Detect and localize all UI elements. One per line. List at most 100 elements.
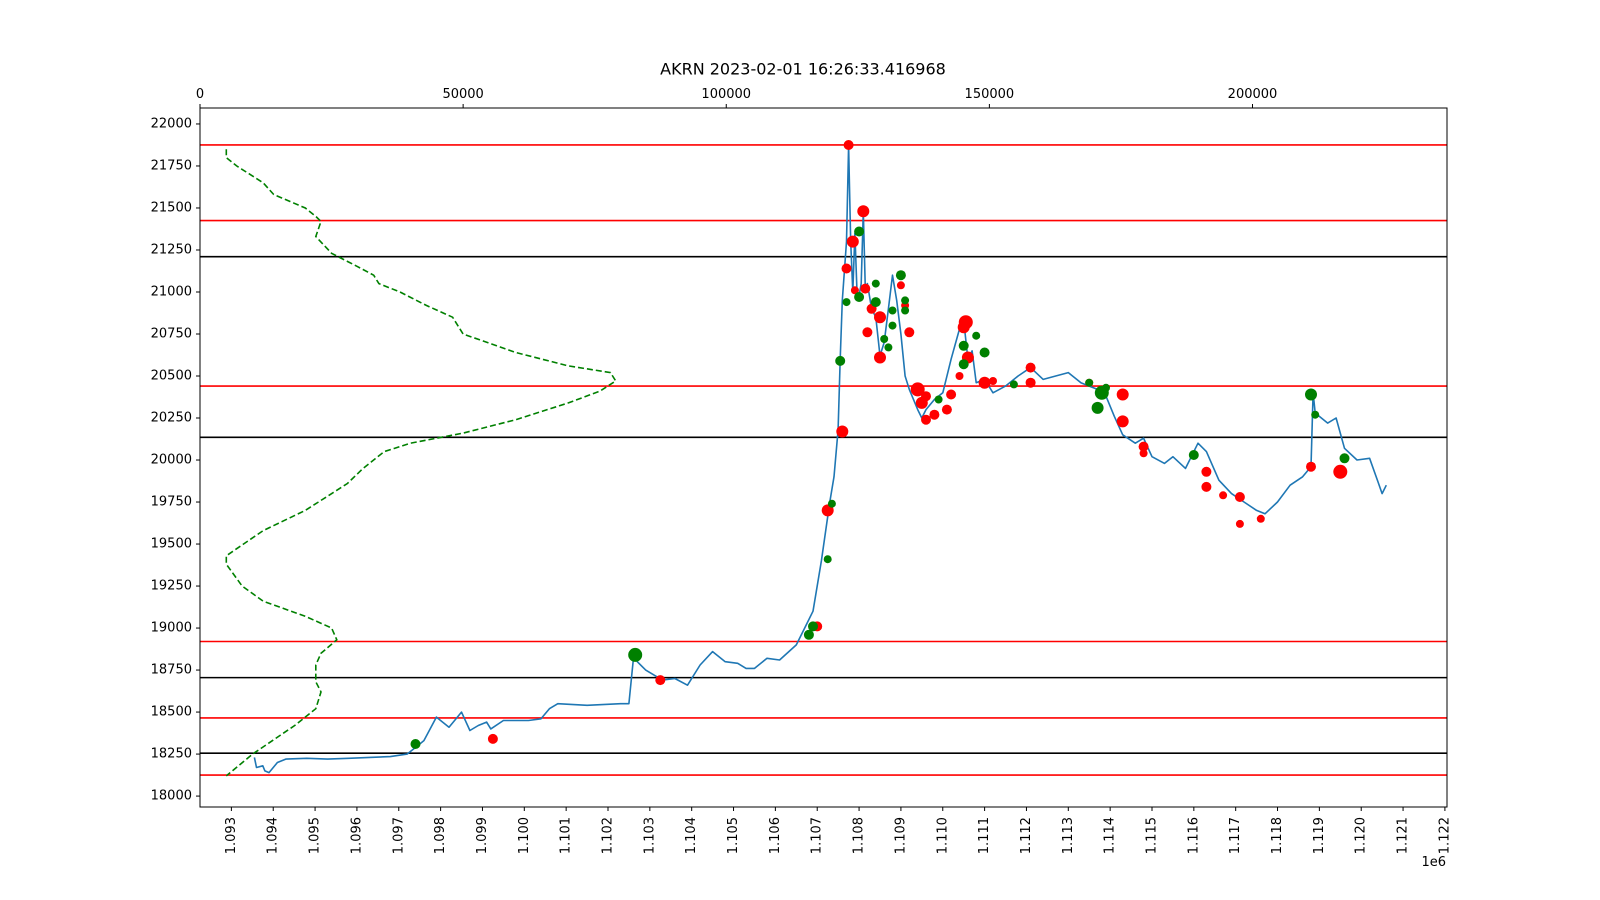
y-tick-label: 20500 — [151, 369, 192, 384]
red-marker-point — [1333, 464, 1348, 479]
green-marker-point — [823, 555, 832, 564]
x-tick-label: 1.096 — [349, 817, 364, 854]
red-marker-point — [1025, 377, 1036, 388]
plot-area — [200, 140, 1447, 777]
green-marker-point — [835, 355, 846, 366]
green-marker-point — [958, 340, 969, 351]
green-marker-point — [1188, 450, 1199, 460]
red-marker-point — [874, 351, 886, 364]
red-marker-point — [874, 311, 886, 324]
x-axis-multiplier: 1e6 — [1421, 855, 1446, 870]
red-marker-point — [1234, 492, 1245, 502]
x-tick-label: 1.104 — [684, 817, 699, 854]
x-tick-label: 1.103 — [642, 817, 657, 854]
x-tick-label: 1.110 — [935, 817, 950, 854]
top-x-tick-label: 100000 — [701, 87, 751, 102]
red-marker-point — [846, 235, 859, 248]
x-tick-label: 1.114 — [1103, 817, 1118, 854]
x-tick-label: 1.093 — [224, 817, 239, 854]
red-marker-point — [1235, 519, 1244, 528]
x-tick-label: 1.099 — [475, 817, 490, 854]
red-marker-point — [1025, 362, 1036, 373]
red-marker-point — [904, 327, 915, 338]
top-x-tick-label: 200000 — [1228, 87, 1278, 102]
green-marker-point — [842, 298, 851, 307]
red-marker-point — [862, 327, 873, 338]
x-tick-label: 1.117 — [1228, 817, 1243, 854]
x-tick-label: 1.113 — [1061, 817, 1076, 854]
x-tick-label: 1.120 — [1354, 817, 1369, 854]
green-marker-point — [895, 270, 906, 281]
red-marker-point — [921, 391, 931, 402]
red-marker-point — [1139, 449, 1148, 458]
green-marker-point — [884, 343, 893, 352]
y-tick-label: 21500 — [151, 200, 192, 215]
x-tick-label: 1.105 — [726, 817, 741, 854]
red-marker-point — [487, 733, 498, 744]
green-marker-point — [827, 499, 836, 508]
red-marker-point — [1306, 461, 1316, 472]
x-tick-label: 1.109 — [893, 817, 908, 854]
x-tick-label: 1.121 — [1396, 817, 1411, 854]
x-tick-label: 1.118 — [1270, 817, 1285, 854]
red-marker-point — [1256, 514, 1265, 523]
green-marker-point — [1085, 378, 1094, 387]
y-tick-label: 21750 — [151, 158, 192, 173]
x-tick-label: 1.112 — [1019, 817, 1034, 854]
green-marker-point — [871, 279, 880, 288]
green-marker-point — [901, 296, 910, 305]
x-tick-label: 1.115 — [1145, 817, 1160, 854]
x-tick-label: 1.101 — [559, 817, 574, 854]
green-marker-point — [1102, 383, 1110, 392]
y-tick-label: 22000 — [151, 116, 192, 131]
green-marker-point — [958, 359, 969, 370]
red-marker-point — [857, 205, 870, 218]
green-marker-point — [934, 395, 943, 404]
red-marker-point — [1201, 481, 1212, 492]
green-marker-point — [1305, 388, 1317, 401]
y-tick-label: 18250 — [151, 747, 192, 762]
red-marker-point — [929, 409, 940, 420]
chart-title: AKRN 2023-02-01 16:26:33.416968 — [660, 60, 946, 79]
green-marker-point — [880, 335, 889, 343]
y-tick-label: 19750 — [151, 495, 192, 510]
top-x-tick-label: 50000 — [442, 87, 483, 102]
y-tick-label: 18000 — [151, 789, 192, 804]
red-marker-point — [896, 281, 905, 290]
x-tick-label: 1.102 — [601, 817, 616, 854]
red-marker-point — [850, 286, 859, 295]
x-tick-label: 1.116 — [1186, 817, 1201, 854]
green-marker-point — [870, 297, 881, 308]
y-tick-label: 20750 — [151, 326, 192, 341]
green-marker-point — [808, 621, 818, 632]
x-tick-label: 1.107 — [810, 817, 825, 854]
green-marker-point — [1091, 401, 1104, 414]
red-marker-point — [843, 140, 854, 150]
y-tick-label: 19500 — [151, 537, 192, 552]
x-tick-label: 1.111 — [977, 817, 992, 854]
green-marker-point — [888, 306, 897, 315]
red-marker-point — [989, 377, 997, 385]
red-marker-point — [841, 263, 852, 274]
y-tick-label: 20000 — [151, 453, 192, 468]
axis-ticks: 18000 18250 18500 18750 19000 19250 19500 19750… — [151, 87, 1453, 854]
green-marker-point — [628, 647, 643, 662]
green-marker-point — [1311, 410, 1320, 419]
green-marker-point — [901, 306, 910, 315]
x-tick-label: 1.108 — [852, 817, 867, 854]
red-marker-point — [955, 372, 964, 380]
red-marker-point — [836, 425, 849, 438]
x-tick-label: 1.122 — [1437, 817, 1452, 854]
x-tick-label: 1.098 — [433, 817, 448, 854]
green-marker-point — [979, 347, 990, 358]
y-tick-label: 21250 — [151, 242, 192, 257]
red-marker-point — [1201, 466, 1212, 477]
x-tick-label: 1.119 — [1312, 817, 1327, 854]
green-marker-point — [854, 292, 865, 302]
green-marker-point — [854, 226, 865, 237]
red-marker-point — [1116, 415, 1129, 428]
y-tick-label: 19000 — [151, 621, 192, 636]
red-marker-point — [978, 376, 991, 389]
green-marker-point — [1009, 380, 1018, 389]
